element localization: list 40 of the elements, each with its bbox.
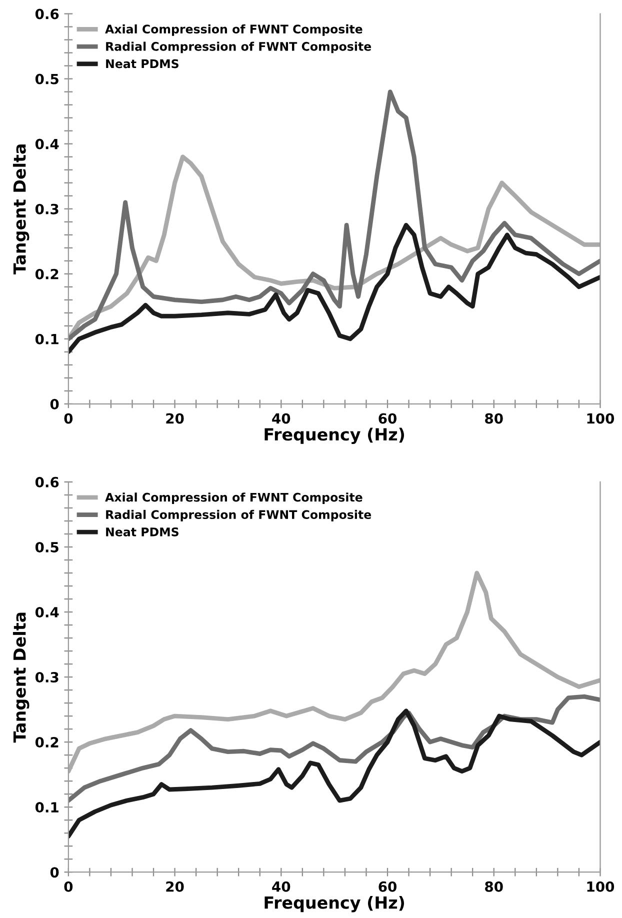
- legend-label: Neat PDMS: [106, 59, 178, 68]
- legend-label: Neat PDMS: [106, 527, 178, 536]
- x-tick-label: 40: [272, 881, 290, 892]
- y-tick-label: 0.3: [35, 204, 58, 214]
- x-axis-title: Frequency (Hz): [264, 896, 404, 912]
- x-tick-label: 20: [166, 881, 184, 892]
- y-axis-title: Tangent Delta: [12, 144, 30, 274]
- x-tick-label: 80: [485, 413, 503, 424]
- x-axis-title: Frequency (Hz): [264, 428, 404, 444]
- y-tick-label: 0.6: [35, 476, 59, 488]
- y-tick-label: 0.2: [35, 268, 58, 280]
- y-tick-label: 0.3: [35, 672, 58, 682]
- y-tick-label: 0.6: [35, 8, 59, 20]
- line-series: [68, 90, 600, 342]
- y-tick-label: 0.1: [35, 802, 58, 813]
- line-series: [68, 222, 600, 354]
- x-tick-label: 100: [587, 881, 614, 892]
- x-tick-label: 40: [272, 413, 290, 424]
- legend-label: Axial Compression of FWNT Composite: [105, 24, 362, 36]
- line-series: [68, 708, 600, 839]
- x-tick-label: 80: [485, 881, 503, 892]
- x-tick-label: 0: [64, 881, 73, 892]
- legend-label: Radial Compression of FWNT Composite: [106, 42, 372, 54]
- y-tick-label: 0.2: [35, 737, 58, 748]
- x-tick-label: 60: [378, 881, 397, 892]
- y-tick-label: 0.4: [35, 606, 59, 618]
- y-tick-label: 0.4: [35, 138, 59, 150]
- legend-label: Radial Compression of FWNT Composite: [106, 510, 372, 522]
- y-axis-title: Tangent Delta: [12, 612, 30, 743]
- y-tick-label: 0: [50, 398, 59, 410]
- line-series: [68, 570, 600, 774]
- x-tick-label: 20: [166, 413, 184, 424]
- y-tick-label: 0.5: [35, 74, 58, 84]
- legend-label: Axial Compression of FWNT Composite: [105, 492, 362, 504]
- x-tick-label: 0: [64, 413, 73, 424]
- y-tick-label: 0.1: [35, 334, 58, 344]
- y-tick-label: 0.5: [35, 542, 58, 552]
- x-tick-label: 100: [587, 413, 614, 424]
- x-tick-label: 60: [378, 413, 397, 424]
- y-tick-label: 0: [50, 867, 59, 878]
